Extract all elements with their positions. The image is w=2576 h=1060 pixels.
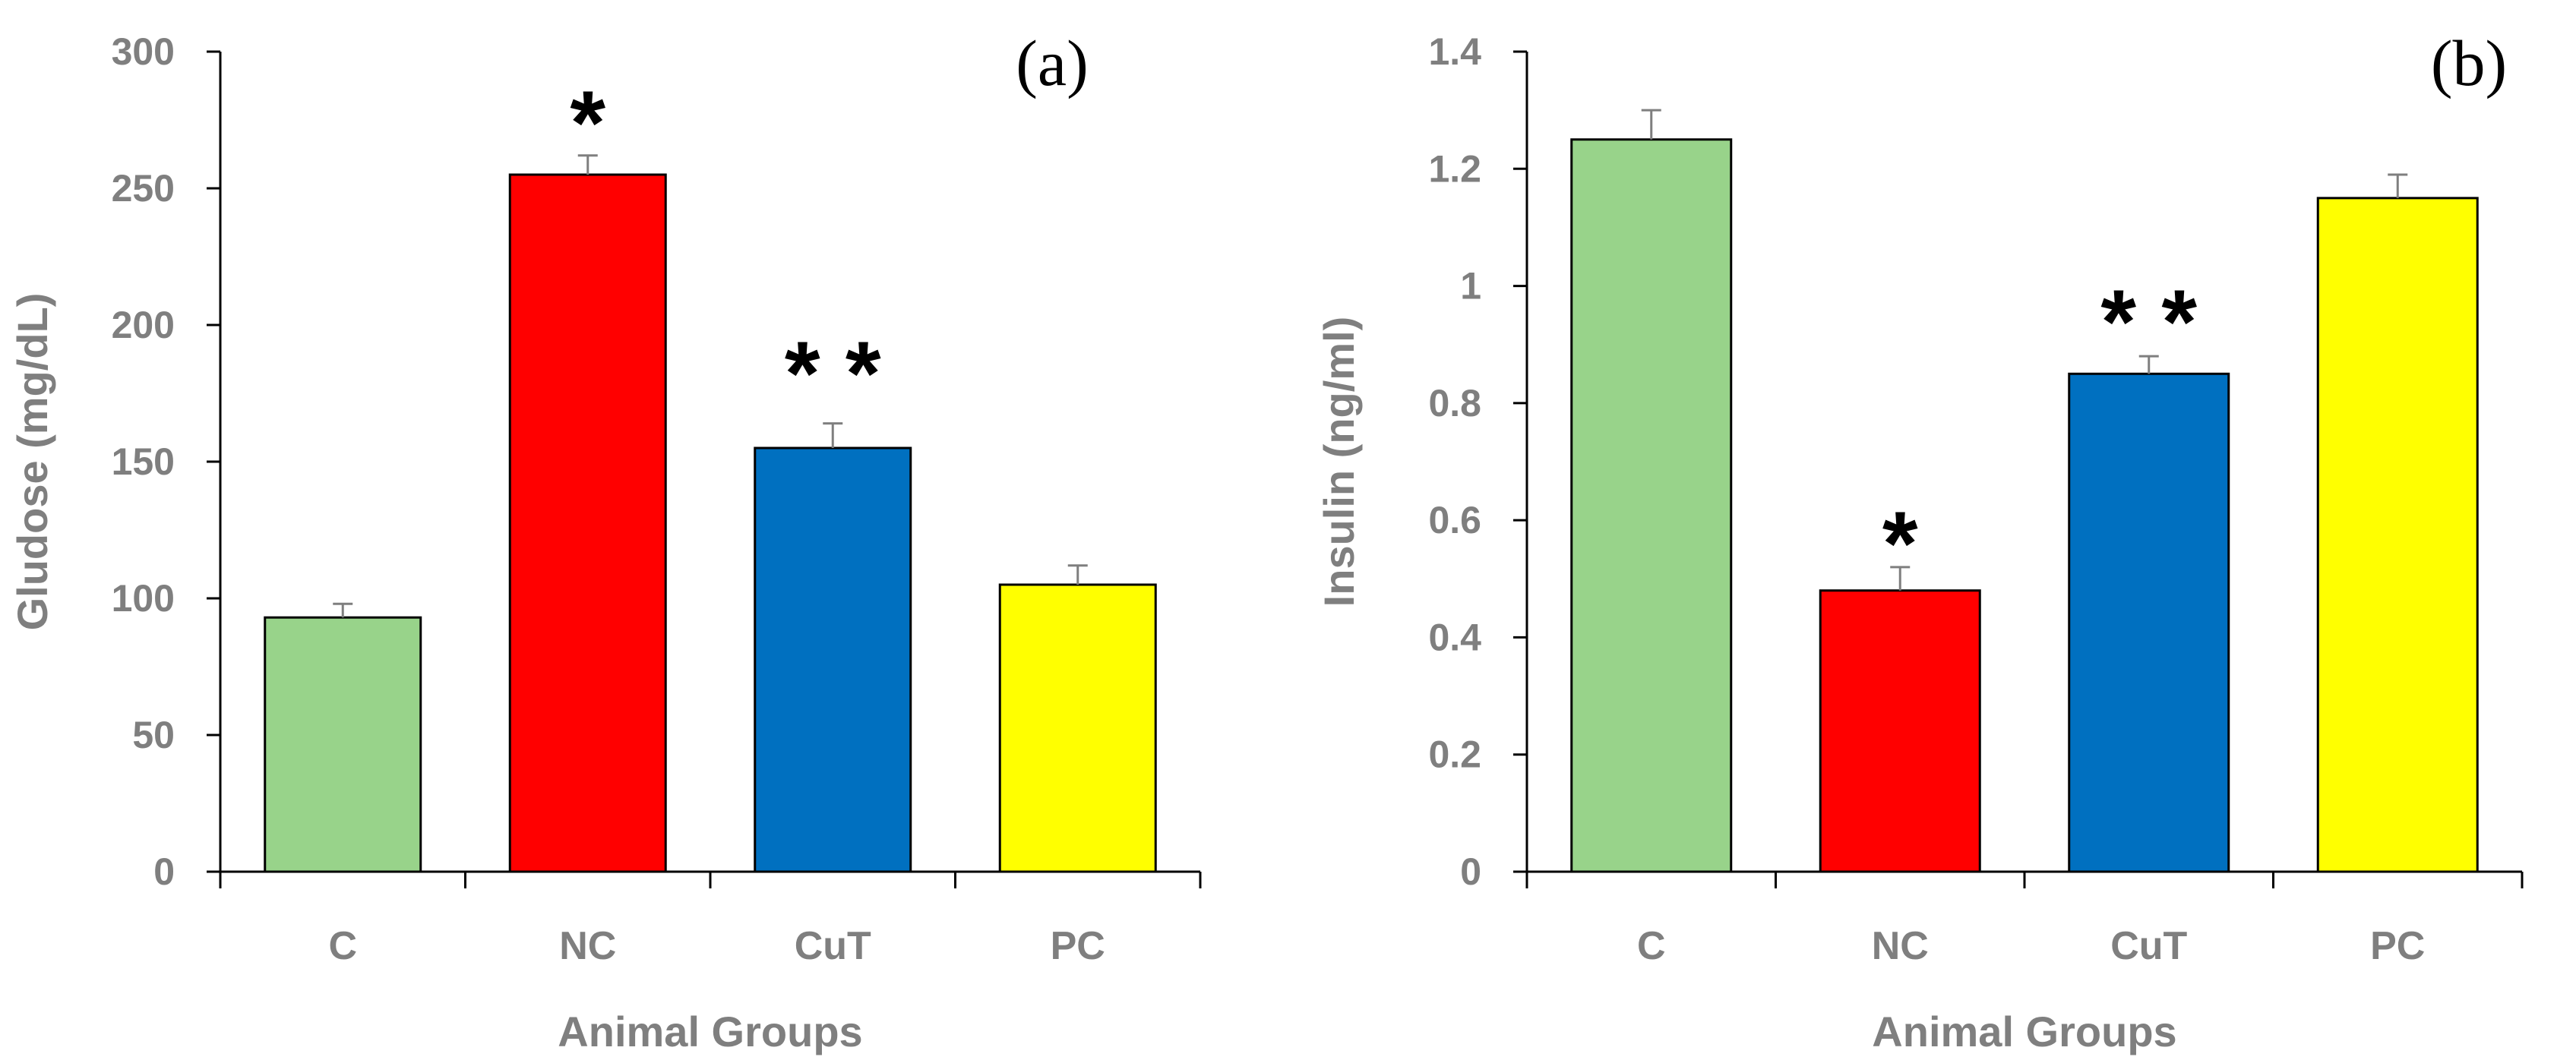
y-tick-label: 0.2 (1428, 733, 1481, 776)
significance-marker: * (570, 72, 605, 174)
category-label: PC (1051, 924, 1105, 968)
y-tick-label: 200 (112, 304, 175, 346)
panel-label: (b) (2431, 27, 2507, 99)
y-tick-label: 300 (112, 30, 175, 73)
bar-c (264, 616, 422, 873)
x-axis-title: Animal Groups (1872, 1008, 2176, 1055)
y-tick-label: 1.2 (1428, 147, 1481, 190)
bar-pc (998, 583, 1157, 873)
y-axis-title: Insulin (ng/ml) (1315, 317, 1363, 607)
significance-marker: * (1882, 493, 1918, 595)
y-tick-label: 0 (1460, 850, 1481, 893)
y-tick-label: 250 (112, 167, 175, 210)
category-label: NC (559, 924, 616, 968)
bar-cut (754, 446, 912, 873)
y-tick-label: 0.4 (1428, 616, 1481, 658)
significance-marker: * * (785, 323, 881, 424)
y-tick-label: 1 (1460, 265, 1481, 308)
bar-pc (2316, 197, 2479, 873)
bar-c (1570, 138, 1733, 873)
x-axis-title: Animal Groups (558, 1008, 862, 1055)
y-axis-title: Gludose (mg/dL) (8, 293, 56, 631)
bar-nc (1819, 589, 1981, 873)
category-label: NC (1872, 924, 1929, 968)
bar-nc (508, 173, 667, 873)
chart-panel-a: 0 50 100 150 200 250 300 C NC * CuT * * PC Animal Gro… (8, 27, 1202, 1055)
y-tick-label: 150 (112, 440, 175, 483)
category-label: C (328, 924, 357, 968)
y-tick-label: 0.8 (1428, 382, 1481, 424)
y-tick-label: 0 (153, 850, 175, 893)
bar-cut (2068, 372, 2230, 873)
panel-label: (a) (1016, 27, 1088, 99)
category-label: CuT (2110, 924, 2187, 968)
y-tick-label: 0.6 (1428, 499, 1481, 541)
y-tick-label: 100 (112, 577, 175, 620)
significance-marker: * * (2100, 271, 2197, 373)
category-label: CuT (795, 924, 871, 968)
y-tick-label: 1.4 (1428, 30, 1481, 73)
category-label: C (1637, 924, 1666, 968)
y-tick-label: 50 (132, 714, 175, 756)
chart-panel-b: 0 0.2 0.4 0.6 0.8 1 1.2 1.4 C NC * CuT * * PC Animal G… (1315, 27, 2524, 1055)
category-label: PC (2370, 924, 2425, 968)
